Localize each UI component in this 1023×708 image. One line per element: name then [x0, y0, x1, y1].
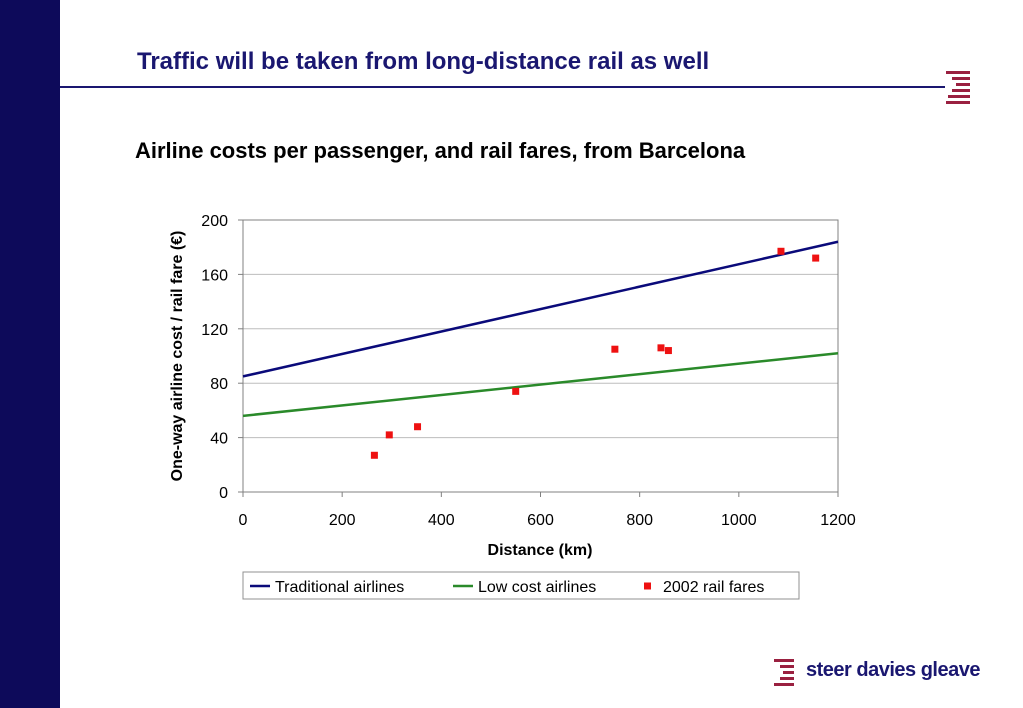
rail-fare-point [385, 431, 393, 439]
x-tick-label: 600 [527, 512, 554, 529]
x-tick-label: 400 [428, 512, 455, 529]
x-tick-label: 800 [626, 512, 653, 529]
legend-swatch [644, 582, 651, 590]
chart-title: Airline costs per passenger, and rail fa… [135, 138, 746, 163]
y-tick-label: 40 [210, 431, 228, 448]
y-tick-label: 80 [210, 376, 228, 393]
y-axis-label: One-way airline cost / rail fare (€) [169, 231, 186, 482]
legend: Traditional airlines Low cost airlines 200… [242, 571, 800, 600]
y-tick-label: 160 [201, 267, 228, 284]
brand-mark-icon [946, 71, 970, 104]
series [242, 240, 839, 459]
rail-fare-point [611, 345, 619, 353]
x-tick-label: 1000 [721, 512, 757, 529]
rail-fare-point [414, 423, 422, 431]
footer-logo [774, 659, 794, 686]
y-tick-label: 0 [219, 485, 228, 502]
rail-fare-point [657, 344, 665, 352]
legend-label: Traditional airlines [275, 579, 404, 596]
x-tick-label: 200 [329, 512, 356, 529]
legend-label: Low cost airlines [478, 579, 596, 596]
legend-box [242, 571, 800, 600]
y-tick-label: 120 [201, 322, 228, 339]
y-tick-label: 200 [201, 213, 228, 230]
grid [243, 273, 838, 439]
legend-label: 2002 rail fares [663, 579, 764, 596]
rail-fare-point [370, 451, 378, 459]
series-line-traditional [242, 240, 839, 378]
slide-title: Traffic will be taken from long-distance… [137, 48, 710, 75]
sidebar-band [0, 0, 60, 708]
series-line-lowcost [242, 352, 839, 418]
x-tick-label: 1200 [820, 512, 856, 529]
brand-logo-text: steer davies gleave [806, 659, 980, 681]
rail-fare-point [777, 247, 785, 255]
title-divider [60, 86, 945, 88]
axes: 0 200 400 600 800 1000 1200 0 40 80 120 160 200 [201, 213, 856, 529]
rail-fare-point [512, 387, 520, 395]
rail-fare-point [664, 347, 672, 355]
x-tick-label: 0 [239, 512, 248, 529]
x-axis-label: Distance (km) [488, 542, 593, 559]
rail-fare-point [812, 254, 820, 262]
